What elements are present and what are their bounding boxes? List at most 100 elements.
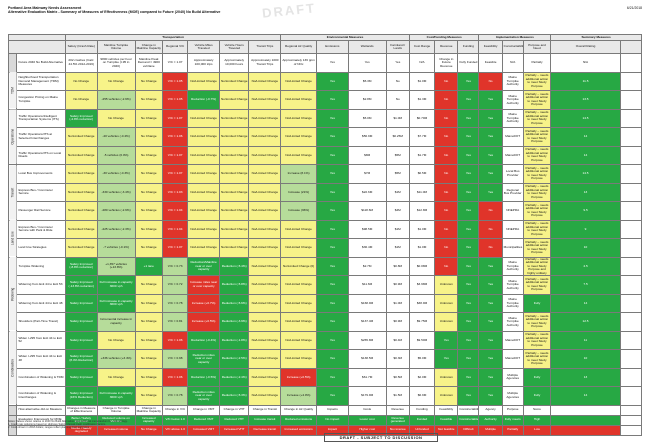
table-cell-blank [619,367,643,387]
table-cell: Reduction (-2.5%) [218,349,250,369]
table-cell: No Change [134,349,163,369]
table-cell: No/Limited Change [218,127,250,147]
table-cell: Safety Improved (8.4% Reduction) [64,349,98,369]
table-cell: No/Limited Change [280,349,318,369]
table-cell-blank [619,275,643,295]
table-cell: Safety Improved [64,293,98,313]
table-cell: Safety Improved (-13.8% reduction) [64,275,98,295]
table-cell: No Change [134,238,163,258]
table-cell: 10 [550,238,621,258]
table-cell-blank [619,71,643,91]
table-cell: +336 vehicles (+3.4%) [96,349,136,369]
group-header-row: Transportation Environmental Measures Cost… [8,34,642,41]
table-cell-blank [619,386,643,406]
table-cell: V/C = 1.04 [161,201,189,221]
table-cell: No/Limited Change [248,219,282,239]
table-cell: $0.70M [408,108,436,128]
table-cell: 7.5 [550,275,621,295]
table-cell: Yes [316,90,349,110]
table-row: Land Use Express Bus / Commuter Service w… [8,219,643,257]
table-cell: -255 vehicles (-2.9%) [96,90,136,110]
table-cell: V/C = 1.06 [161,367,189,387]
table-cell: No/Limited Change [280,293,318,313]
table-row-baseline: Future 2040 No Build Alternative 202 cras… [7,53,643,73]
evaluation-matrix: Transportation Environmental Measures Cost… [7,34,643,436]
summary-cell: Increased emissions [280,424,318,436]
table-cell: -7 vehicles (-0.1%) [96,238,136,258]
summary-cell: Funded [408,414,436,426]
table-cell: $61.7M [347,367,387,387]
table-cell-blank [619,145,643,165]
table-cell: No [434,201,459,221]
table-cell: Regional Bus Provider [501,182,524,202]
table-cell: Approximately 136 ppm of NOx [280,53,318,73]
table-cell: Yes [316,145,349,165]
summary-cell: Increased VMT [187,424,220,436]
table-cell: MaineDOT [501,330,524,350]
table-cell: No Change [96,367,136,387]
matrix-body: Future 2040 No Build Alternative 202 cras… [7,53,643,406]
table-cell: No/Limited Change [218,219,250,239]
table-cell: $1M [385,219,410,239]
footnotes: Notes: Values shown relative to 2040 No … [8,420,308,429]
summary-cell: No Change [134,424,163,436]
table-cell: No/Limited Change [64,127,98,147]
table-cell: $98.5M [347,219,387,239]
table-cell: No [434,182,459,202]
table-cell: No/Limited Change [280,330,318,350]
table-cell: Increase (21%) [280,182,318,202]
table-cell: N/A [408,53,436,73]
table-cell: Mainline Peak Demand = 4900 veh/lane [134,53,163,73]
table-cell: Yes [316,386,349,406]
table-cell: Yes [478,367,503,387]
table-cell: Full increase in capacity 3600 vph [96,275,136,295]
table-cell: No Change [96,71,136,91]
summary-cell: Change in Turnpike Volume [96,404,136,416]
table-cell: No/Limited Change [248,312,282,332]
table-cell: No/Limited Change [280,108,318,128]
table-cell: Partially – needs additional action to m… [522,108,552,128]
table-cell: +1,357 vehicles (+13.8%) [96,256,136,276]
table-cell: Reduction (-0.5%) [187,367,220,387]
table-cell: 9.5 [550,201,621,221]
table-cell: No Change [134,90,163,110]
table-cell: 13 [550,182,621,202]
table-cell: Yes [434,349,459,369]
table-cell: No/Limited Change [248,164,282,184]
table-cell: Maine Turnpike Authority [501,275,524,295]
summary-cell: Constructability [457,404,480,416]
table-cell: Reduction (-5.4%) [218,256,250,276]
table-cell: Safety Improved [64,312,98,332]
table-row: Widen I-295 from Exit 44 to Exit 48 Safet… [9,349,643,369]
table-cell: Unknown [434,293,459,313]
row-group-blank [7,404,18,416]
table-cell: No/Limited Change [218,201,250,221]
summary-cell: Low [522,424,552,436]
table-cell: 12.5 [550,312,621,332]
table-cell: Reduction miles near or over capacity [187,349,220,369]
table-cell: No Change [134,367,163,387]
table-cell: MaineDOT [501,145,524,165]
column-header: Constructability [501,40,524,54]
table-cell: Multiple Agencies [501,386,524,406]
table-cell: Full increase in capacity 3600 vph [96,386,136,406]
table-cell: $1.7M [408,145,436,165]
summary-cell-blank [619,414,643,426]
table-cell: No/Limited Change [218,108,250,128]
column-header: Transit Trips [248,40,282,54]
table-cell: -280 vehicles (-2.9%) [96,201,136,221]
table-cell: No/Limited Change [218,71,250,91]
table-cell: No/Limited Change [187,145,220,165]
table-cell: No [434,164,459,184]
table-cell: $0.5M [385,367,410,387]
table-cell: No [434,256,459,276]
header-line-2: Alternative Evaluation Matrix - Summary … [8,10,221,15]
table-cell: $0.08M [408,256,436,276]
table-cell: No/Limited Change [218,145,250,165]
summary-cell: Purpose [501,404,524,416]
table-cell: Safety Improved (16% Reduction) [64,386,98,406]
row-label: Traffic Operations/Intelligent Transport… [16,108,66,128]
row-group-label: Widening [8,257,17,331]
table-cell: V/C = 0.78 [161,386,189,406]
table-cell-blank [619,90,643,110]
